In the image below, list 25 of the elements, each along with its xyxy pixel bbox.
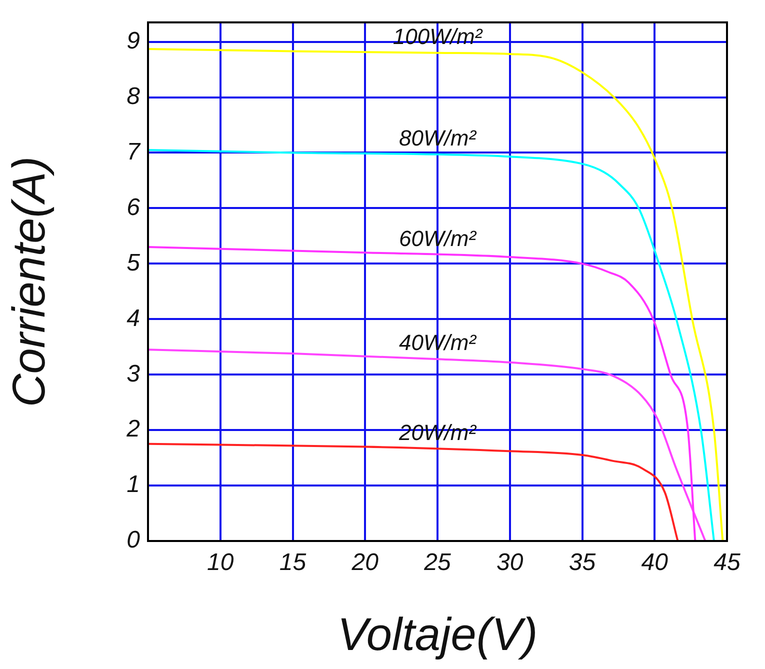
line-series bbox=[148, 442, 679, 541]
y-tick-label: 9 bbox=[126, 27, 140, 54]
x-tick-label: 40 bbox=[641, 549, 669, 576]
x-tick-label: 10 bbox=[207, 549, 234, 576]
line-series bbox=[148, 348, 706, 541]
x-tick-label: 35 bbox=[568, 549, 596, 576]
x-tick-label: 45 bbox=[714, 549, 741, 576]
x-tick-label: 25 bbox=[423, 549, 452, 576]
x-tick-label: 30 bbox=[496, 549, 524, 576]
line-series bbox=[148, 246, 696, 541]
y-tick-label: 0 bbox=[126, 526, 141, 554]
x-tick-label: 20 bbox=[350, 549, 380, 576]
y-tick-label: 6 bbox=[126, 194, 141, 221]
y-tick-label: 8 bbox=[126, 82, 141, 110]
line-series bbox=[148, 48, 724, 541]
y-tick-label: 3 bbox=[126, 360, 141, 388]
y-tick-label: 5 bbox=[126, 249, 141, 276]
x-tick-label: 15 bbox=[279, 549, 307, 576]
line-series bbox=[148, 148, 715, 541]
y-tick-label: 2 bbox=[126, 416, 140, 443]
x-axis-title: Voltaje(V) bbox=[337, 608, 538, 660]
y-tick-label: 7 bbox=[126, 138, 142, 166]
y-tick-label: 4 bbox=[126, 304, 140, 332]
y-axis-title: Corriente(A) bbox=[2, 156, 54, 407]
y-tick-label: 1 bbox=[126, 471, 140, 498]
